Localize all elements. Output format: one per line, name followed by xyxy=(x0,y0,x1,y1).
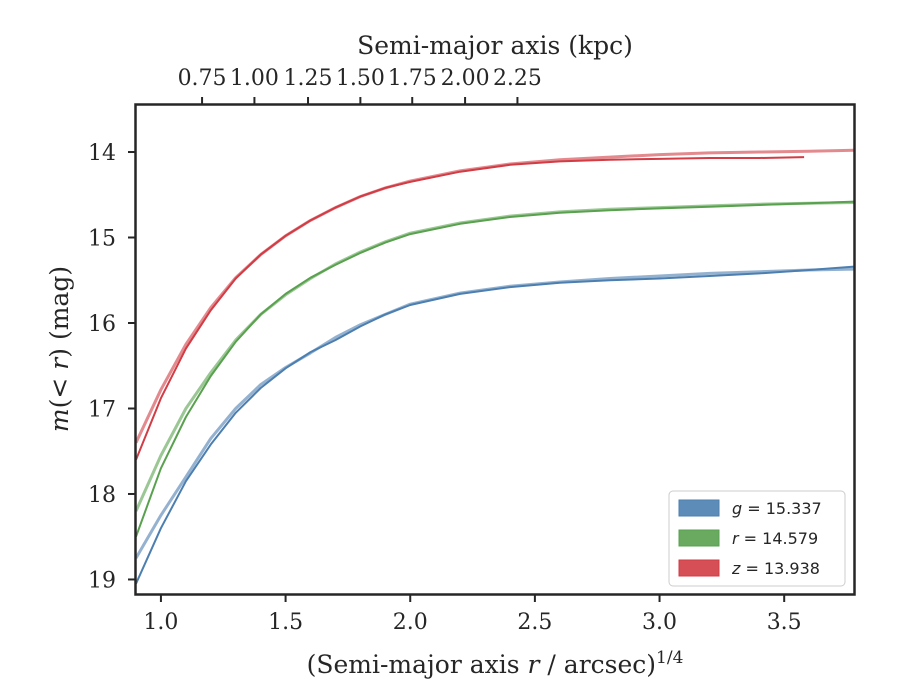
x-tick-label: 1.0 xyxy=(143,610,178,635)
y-axis-label-mid: (< xyxy=(45,370,74,409)
x-axis-label-mid: / arcsec) xyxy=(539,650,656,679)
y-tick-label: 16 xyxy=(88,312,116,337)
top-tick-label: 1.50 xyxy=(336,66,385,91)
legend-swatch-z xyxy=(678,559,720,577)
legend-swatch-g xyxy=(678,499,720,517)
y-axis-label: m(< r) (mag) xyxy=(45,266,74,432)
x-axis-label: (Semi-major axis r / arcsec)1/4 xyxy=(307,648,684,679)
plot-frame xyxy=(134,103,856,596)
y-axis-ticks: 14 15 16 17 18 19 xyxy=(88,141,136,593)
top-tick-label: 0.75 xyxy=(178,66,227,91)
legend-label-g: g = 15.337 xyxy=(732,499,822,518)
legend: g = 15.337 r = 14.579 z = 13.938 xyxy=(668,490,846,587)
y-axis-label-post: ) (mag) xyxy=(45,266,74,358)
top-tick-label: 1.75 xyxy=(388,66,437,91)
x-axis-ticks: 1.0 1.5 2.0 2.5 3.0 3.5 xyxy=(143,594,802,635)
series-z-data-line xyxy=(136,156,805,461)
series-g-data-line xyxy=(136,265,854,585)
top-tick-label: 2.25 xyxy=(493,66,542,91)
y-axis-label-var: r xyxy=(45,356,74,370)
y-tick-label: 18 xyxy=(88,483,116,508)
x-tick-label: 2.5 xyxy=(517,610,552,635)
top-axis-ticks: 0.75 1.00 1.25 1.50 1.75 2.00 2.25 xyxy=(178,66,542,105)
legend-items: g = 15.337 r = 14.579 z = 13.938 xyxy=(678,499,822,578)
y-tick-label: 14 xyxy=(88,141,116,166)
y-tick-label: 15 xyxy=(88,227,116,252)
legend-label-z: z = 13.938 xyxy=(731,559,820,578)
y-axis-label-m: m xyxy=(45,408,74,432)
x-axis-label-pre: (Semi-major axis xyxy=(307,650,528,679)
x-tick-label: 1.5 xyxy=(268,610,303,635)
x-tick-label: 3.0 xyxy=(642,610,677,635)
y-tick-label: 19 xyxy=(88,568,116,593)
top-tick-label: 1.00 xyxy=(230,66,279,91)
curves-layer xyxy=(136,148,854,585)
legend-label-r: r = 14.579 xyxy=(732,529,818,548)
series-r-model-line xyxy=(136,201,854,512)
top-tick-label: 1.25 xyxy=(284,66,333,91)
legend-swatch-r xyxy=(678,529,720,547)
x-tick-label: 3.5 xyxy=(767,610,802,635)
y-tick-label: 17 xyxy=(88,397,116,422)
top-tick-label: 2.00 xyxy=(441,66,490,91)
x-axis-label-sup: 1/4 xyxy=(656,648,683,668)
series-r-data-line xyxy=(136,200,854,538)
x-tick-label: 2.0 xyxy=(393,610,428,635)
top-axis-label: Semi-major axis (kpc) xyxy=(357,31,633,60)
x-axis-label-var: r xyxy=(528,650,542,679)
